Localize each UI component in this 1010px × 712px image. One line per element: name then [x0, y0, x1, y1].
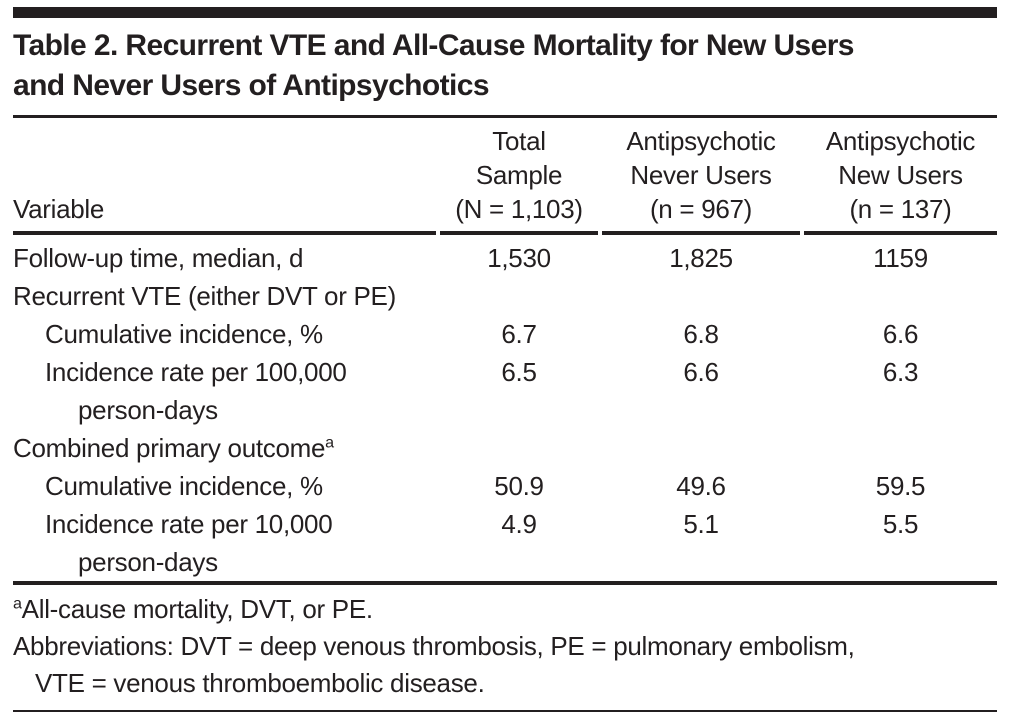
- row-label-text: Incidence rate per 100,000: [45, 357, 347, 387]
- footnote-marker: a: [325, 433, 334, 452]
- footnote-marker: a: [13, 594, 22, 613]
- column-header-label: (n = 137): [849, 194, 952, 224]
- cell-value: 59.5: [875, 471, 926, 501]
- row-label-text: Incidence rate per 10,000: [45, 509, 333, 539]
- cell-value: [602, 277, 800, 315]
- table-title-line2: and Never Users of Antipsychotics: [13, 69, 490, 102]
- row-label: Incidence rate per 10,000: [13, 505, 436, 543]
- cell-value: [804, 277, 997, 315]
- cell-value: 5.1: [683, 509, 719, 539]
- cell-value: 6.7: [501, 319, 537, 349]
- cell-value: 6.6: [882, 319, 919, 349]
- cell-value: 4.9: [501, 509, 537, 539]
- column-header-label: (n = 967): [649, 194, 753, 224]
- column-header-label: Antipsychotic: [626, 126, 776, 156]
- cell-value: 6.6: [683, 357, 719, 387]
- column-header-never-users: Antipsychotic Never Users (n = 967): [602, 118, 800, 235]
- cell-value: 50.9: [494, 471, 544, 501]
- row-label: person-days: [13, 543, 436, 581]
- row-label-text: person-days: [78, 395, 218, 425]
- cell-value: [602, 543, 800, 581]
- column-header-label: Antipsychotic: [825, 126, 976, 156]
- row-label-text: Recurrent VTE (either DVT or PE): [13, 281, 396, 311]
- column-header-label: Total: [492, 126, 546, 156]
- cell-value: 1159: [873, 243, 928, 273]
- cell-value: 6.8: [683, 319, 719, 349]
- cell-value: 6.5: [501, 357, 537, 387]
- row-label: Recurrent VTE (either DVT or PE): [13, 277, 436, 315]
- cell-value: [440, 391, 598, 429]
- cell-value: [804, 543, 997, 581]
- row-label: Combined primary outcomea: [13, 429, 436, 467]
- footnote-abbreviations-line1: Abbreviations: DVT = deep venous thrombo…: [13, 631, 855, 661]
- column-header-total-sample: Total Sample (N = 1,103): [440, 118, 598, 235]
- row-label-text: Combined primary outcome: [13, 433, 326, 463]
- cell-value: 1,530: [487, 243, 551, 273]
- row-label-text: person-days: [78, 547, 218, 577]
- cell-value: [440, 277, 598, 315]
- row-label: person-days: [13, 391, 436, 429]
- column-header-label: Sample: [475, 160, 563, 190]
- cell-value: 6.3: [882, 357, 919, 387]
- column-header-label: Variable: [13, 194, 105, 224]
- cell-value: [602, 391, 800, 429]
- footnote-a: aAll-cause mortality, DVT, or PE.: [13, 591, 997, 628]
- cell-value: 49.6: [676, 471, 726, 501]
- cell-value: [804, 391, 997, 429]
- top-rule: [13, 7, 997, 18]
- column-header-label: New Users: [838, 160, 963, 190]
- row-label-text: Cumulative incidence, %: [45, 319, 323, 349]
- footnote-rule: [13, 581, 997, 585]
- row-label: Incidence rate per 100,000: [13, 353, 436, 391]
- footnotes: aAll-cause mortality, DVT, or PE. Abbrev…: [13, 585, 997, 702]
- table-title-line1: Table 2. Recurrent VTE and All-Cause Mor…: [13, 29, 854, 62]
- column-header-label: (N = 1,103): [455, 194, 583, 224]
- table-title: Table 2. Recurrent VTE and All-Cause Mor…: [13, 26, 997, 106]
- row-label-text: Cumulative incidence, %: [45, 471, 323, 501]
- column-header-variable: Variable: [13, 118, 436, 235]
- cell-value: [440, 543, 598, 581]
- footnote-abbreviations-line2: VTE = venous thromboembolic disease.: [35, 668, 485, 698]
- column-header-new-users: Antipsychotic New Users (n = 137): [804, 118, 997, 235]
- row-label: Cumulative incidence, %: [13, 315, 436, 353]
- cell-value: [440, 429, 598, 467]
- row-label-text: Follow-up time, median, d: [13, 243, 304, 273]
- title-rule: [13, 115, 997, 118]
- cell-value: [602, 429, 800, 467]
- bottom-rule: [13, 710, 997, 712]
- footnote-a-text: All-cause mortality, DVT, or PE.: [21, 594, 373, 624]
- cell-value: 1,825: [669, 243, 733, 273]
- cell-value: [804, 429, 997, 467]
- row-label: Cumulative incidence, %: [13, 467, 436, 505]
- cell-value: 5.5: [882, 509, 919, 539]
- data-table: Variable Total Sample (N = 1,103) Antips…: [13, 118, 997, 581]
- row-label: Follow-up time, median, d: [13, 235, 436, 277]
- column-header-label: Never Users: [630, 160, 772, 190]
